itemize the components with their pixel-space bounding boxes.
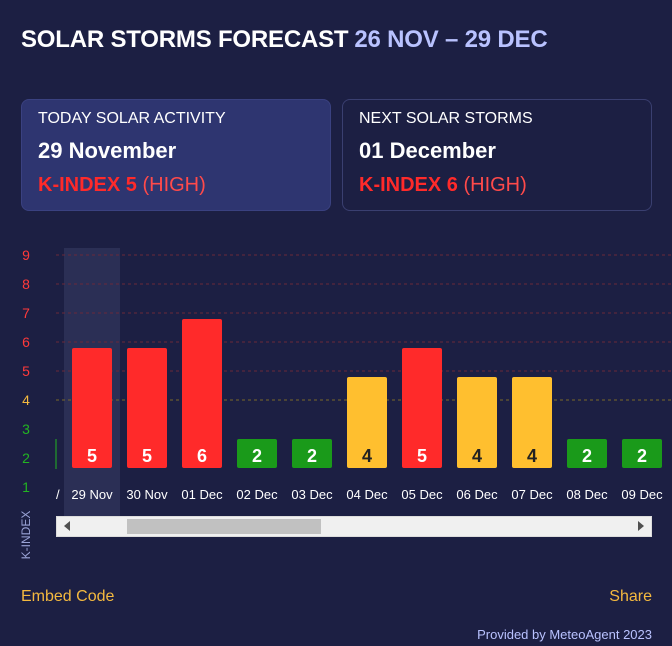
bar-value-label: 4 (472, 446, 482, 466)
y-tick-label: 4 (22, 392, 30, 408)
y-axis-title: K-INDEX (19, 511, 33, 560)
bar-value-label: 2 (307, 446, 317, 466)
bar[interactable] (512, 377, 552, 468)
bar-value-label: 4 (527, 446, 537, 466)
x-tick-label: 29 Nov (71, 487, 113, 502)
next-card-date: 01 December (359, 138, 496, 163)
today-card-label: TODAY SOLAR ACTIVITY (38, 110, 226, 127)
today-kindex-level: (HIGH) (142, 174, 206, 196)
x-tick-label: 07 Dec (511, 487, 553, 502)
next-kindex-value: K-INDEX 6 (359, 174, 458, 196)
x-tick-label: 09 Dec (621, 487, 663, 502)
next-card-kindex: K-INDEX 6 (HIGH) (359, 174, 635, 197)
bar[interactable] (237, 439, 277, 468)
y-tick-label: 6 (22, 334, 30, 350)
next-storms-card: NEXT SOLAR STORMS 01 December K-INDEX 6 … (342, 99, 652, 211)
today-kindex-value: K-INDEX 5 (38, 174, 137, 196)
bar-value-label: 5 (142, 446, 152, 466)
y-tick-label: 1 (22, 479, 30, 495)
bar[interactable] (402, 348, 442, 468)
x-tick-label: 06 Dec (456, 487, 498, 502)
date-range: 26 NOV – 29 DEC (354, 26, 548, 53)
provided-by: Provided by MeteoAgent 2023 (477, 627, 652, 642)
x-tick-label: 04 Dec (346, 487, 388, 502)
scroll-right-icon[interactable] (638, 521, 644, 531)
page-title: SOLAR STORMS FORECAST 26 NOV – 29 DEC (21, 26, 548, 54)
y-tick-label: 5 (22, 363, 30, 379)
y-tick-label: 7 (22, 305, 30, 321)
chart-scrollbar[interactable] (56, 516, 652, 537)
bar[interactable] (457, 377, 497, 468)
bars-group: / 5 29 Nov 5 30 Nov 6 01 Dec 2 02 Dec 2 03 Dec 4 04 … (56, 319, 663, 502)
bar-value-label: 4 (362, 446, 372, 466)
scroll-left-icon[interactable] (64, 521, 70, 531)
bar-value-label: 5 (417, 446, 427, 466)
bar-value-label: 2 (637, 446, 647, 466)
kindex-bar-chart: 1 2 3 4 5 6 7 8 9 K-INDEX / 5 29 Nov 5 30 Nov 6 01 Dec 2 0… (19, 247, 672, 560)
x-tick-label: 08 Dec (566, 487, 608, 502)
x-tick-label: 05 Dec (401, 487, 443, 502)
bar[interactable] (292, 439, 332, 468)
y-tick-label: 9 (22, 247, 30, 263)
y-tick-label: 3 (22, 421, 30, 437)
today-card-kindex: K-INDEX 5 (HIGH) (38, 174, 314, 197)
title-text: SOLAR STORMS FORECAST (21, 26, 349, 53)
bar[interactable] (567, 439, 607, 468)
bar-value-label: 2 (252, 446, 262, 466)
share-link[interactable]: Share (609, 588, 652, 605)
embed-code-link[interactable]: Embed Code (21, 588, 115, 605)
bar[interactable] (347, 377, 387, 468)
next-card-label: NEXT SOLAR STORMS (359, 110, 533, 127)
bar[interactable] (72, 348, 112, 468)
today-activity-card: TODAY SOLAR ACTIVITY 29 November K-INDEX… (21, 99, 331, 211)
scroll-thumb[interactable] (127, 519, 321, 534)
bar-value-label: 5 (87, 446, 97, 466)
y-tick-label: 2 (22, 450, 30, 466)
y-tick-label: 8 (22, 276, 30, 292)
bar[interactable] (127, 348, 167, 468)
today-card-date: 29 November (38, 138, 177, 163)
x-tick-label: 02 Dec (236, 487, 278, 502)
bar-value-label: 6 (197, 446, 207, 466)
x-tick-label: 03 Dec (291, 487, 333, 502)
bar[interactable] (622, 439, 662, 468)
x-tick-label: 30 Nov (126, 487, 168, 502)
bar[interactable] (182, 319, 222, 468)
bar-value-label: 2 (582, 446, 592, 466)
x-tick-label-partial: / (56, 487, 60, 502)
next-kindex-level: (HIGH) (463, 174, 527, 196)
x-tick-label: 01 Dec (181, 487, 223, 502)
